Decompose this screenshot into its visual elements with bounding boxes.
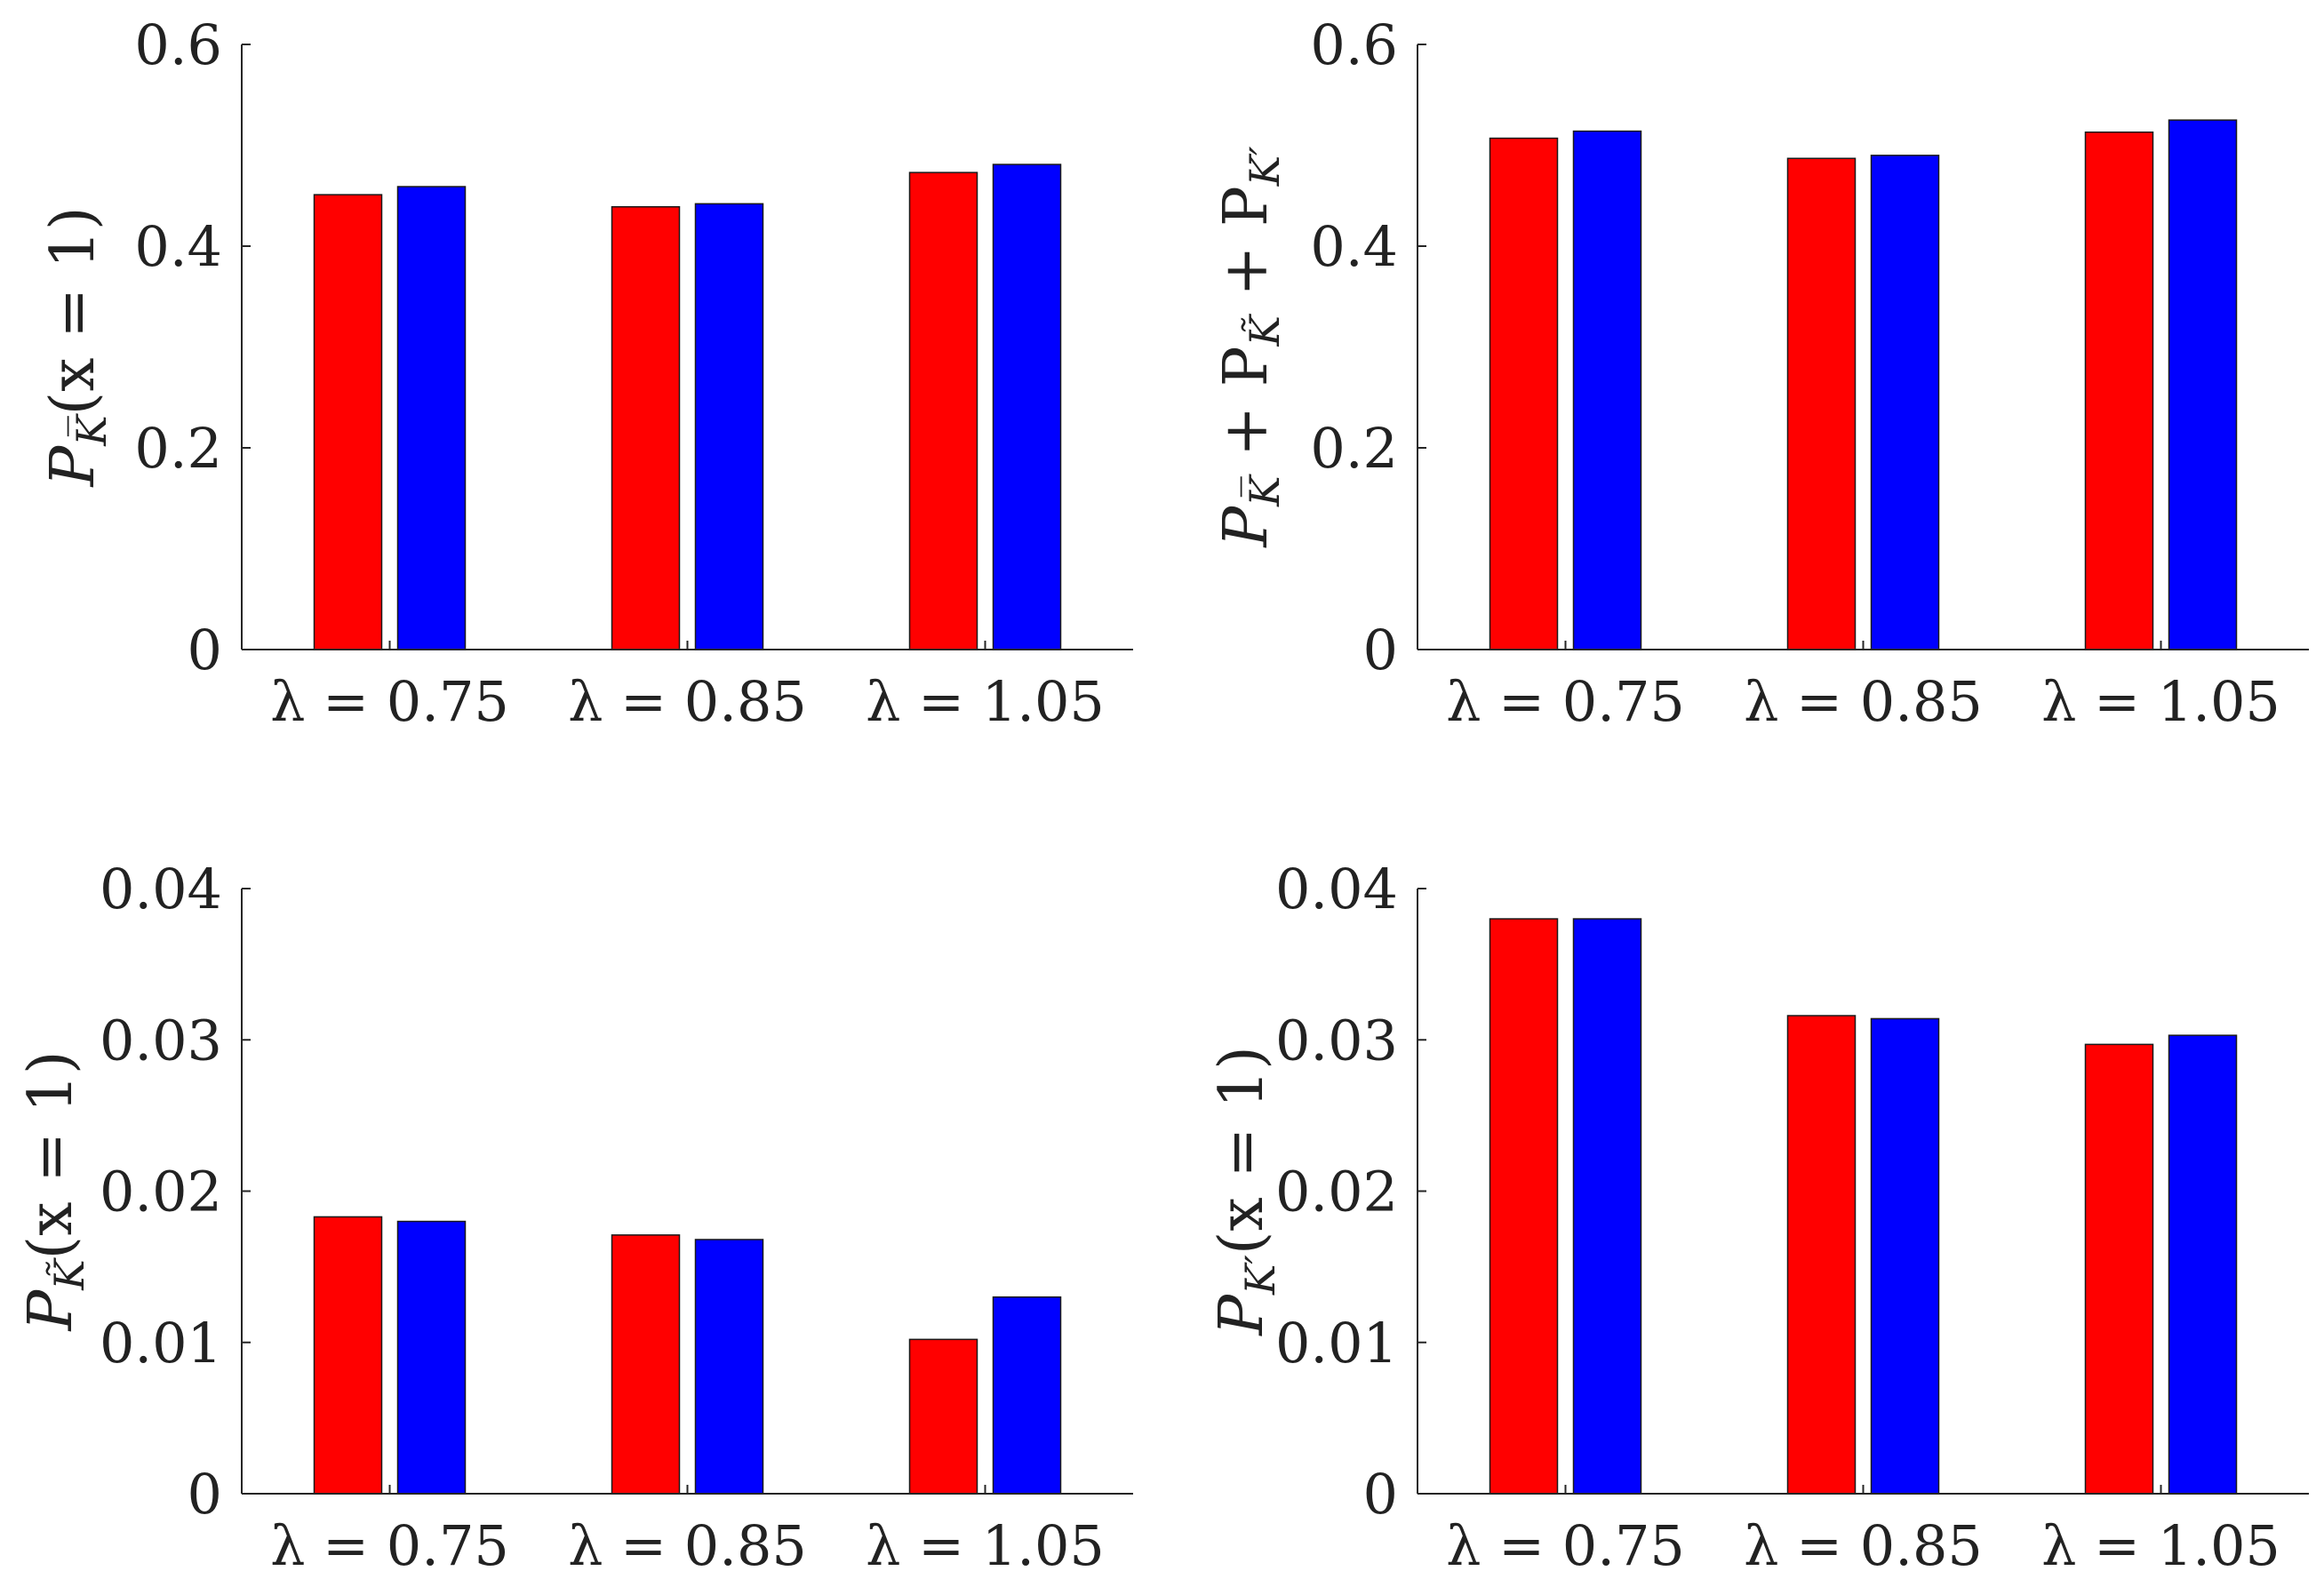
y-tick-label: 0 [1363,1462,1398,1527]
y-tick-label: 0 [188,618,222,682]
y-tick-label: 0.02 [1275,1160,1398,1224]
bar-blue-1 [396,1220,467,1495]
y-axis-label: PK̅(x = 1) [38,206,116,488]
y-tick-label: 0.6 [1310,12,1398,77]
y-tick-label: 0.6 [134,12,222,77]
panel-bottom-left: λ = 0.75 λ = 0.85 λ = 1.05 0 0.01 0.02 0.03 0.0… [16,857,1133,1578]
bar-red-2 [611,205,681,650]
bar-blue-1 [1572,918,1642,1495]
x-tick-label: λ = 1.05 [2041,1513,2280,1578]
y-tick-label: 0.04 [100,857,222,921]
bar-red-2 [1786,157,1857,650]
y-axis-label: PK′(x = 1) [1207,1046,1284,1336]
y-tick-label: 0.03 [100,1008,222,1073]
bar-blue-2 [694,1239,764,1495]
y-axis-label: PK̅ + PK̃ + PK′ [1211,146,1289,549]
x-tick-label: λ = 0.75 [270,669,509,734]
x-tick-label: λ = 1.05 [866,1513,1105,1578]
y-tick-label: 0.2 [1310,416,1398,481]
bar-red-2 [1786,1015,1857,1495]
bar-red-3 [908,1338,978,1495]
y-tick-label: 0.01 [1275,1311,1398,1376]
bar-red-1 [313,1216,383,1495]
y-tick-label: 0.04 [1275,857,1398,921]
panel-top-left: λ = 0.75 λ = 0.85 λ = 1.05 0 0.2 0.4 0.6 PK̅(x … [38,12,1133,734]
bar-red-1 [1489,918,1559,1495]
bar-blue-3 [2168,119,2238,650]
bar-blue-1 [1572,130,1642,650]
y-tick-label: 0.2 [134,416,222,481]
y-tick-label: 0 [188,1462,222,1527]
x-tick-label: λ = 0.75 [270,1513,509,1578]
bar-blue-3 [992,163,1062,650]
bar-red-1 [313,194,383,650]
x-tick-label: λ = 0.75 [1446,669,1685,734]
bar-blue-2 [1870,1017,1940,1495]
x-tick-label: λ = 0.75 [1446,1513,1685,1578]
bar-red-3 [2084,1043,2154,1495]
x-tick-label: λ = 0.85 [1744,669,1983,734]
bar-blue-1 [396,186,467,650]
x-tick-label: λ = 0.85 [568,1513,807,1578]
panel-bottom-right: λ = 0.75 λ = 0.85 λ = 1.05 0 0.01 0.02 0.03 0.0… [1207,857,2309,1578]
y-tick-label: 0.03 [1275,1008,1398,1073]
bar-red-1 [1489,137,1559,650]
bar-red-3 [908,171,978,650]
bar-blue-3 [2168,1034,2238,1495]
bar-red-2 [611,1234,681,1495]
y-tick-label: 0.4 [134,214,222,279]
x-tick-label: λ = 1.05 [866,669,1105,734]
x-tick-label: λ = 0.85 [568,669,807,734]
y-tick-label: 0 [1363,618,1398,682]
y-tick-label: 0.4 [1310,214,1398,279]
x-tick-label: λ = 1.05 [2041,669,2280,734]
y-tick-label: 0.02 [100,1160,222,1224]
bar-blue-2 [1870,155,1940,650]
y-axis-label: PK̃(x = 1) [16,1050,93,1332]
panel-top-right: λ = 0.75 λ = 0.85 λ = 1.05 0 0.2 0.4 0.6 PK̅ + … [1211,12,2309,734]
y-tick-label: 0.01 [100,1311,222,1376]
x-tick-label: λ = 0.85 [1744,1513,1983,1578]
bar-red-3 [2084,131,2154,650]
bar-blue-2 [694,203,764,650]
bar-blue-3 [992,1296,1062,1495]
